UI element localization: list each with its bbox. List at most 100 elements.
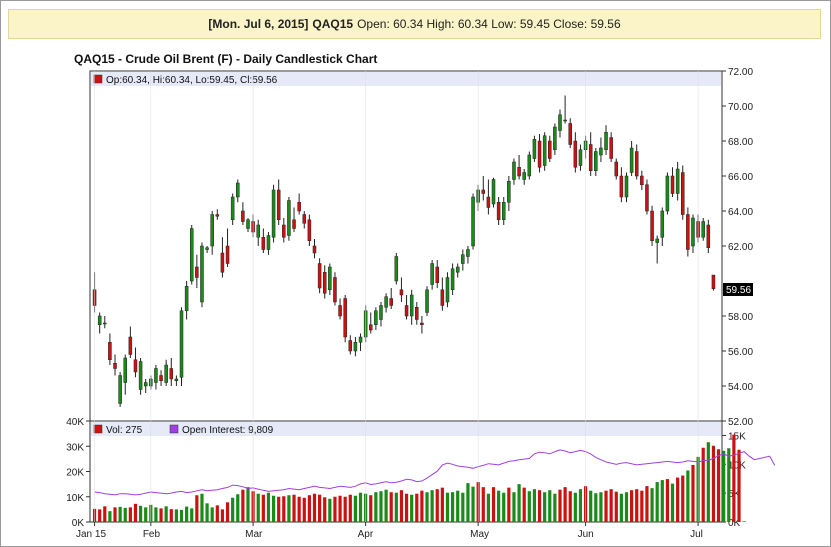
volume-tick-label: 30K [66,442,84,453]
candle-body [246,219,250,229]
candle-body [138,361,143,390]
volume-bar [256,493,260,522]
volume-bar [415,493,419,522]
volume-bar [445,492,450,522]
candle-body [379,305,383,320]
volume-bar [624,492,629,522]
candle-body [220,252,225,273]
open-interest-line [94,449,776,496]
volume-bar [128,507,132,522]
candle-body [409,294,414,317]
candle-body [348,340,353,352]
x-axis: Jan 15 Feb Mar Apr May Jun Jul [76,71,703,540]
volume-bar [425,492,429,522]
volume-bar [312,493,317,522]
volume-tick-label: 10K [66,493,84,504]
volume-bar [706,442,710,522]
candle-body [537,140,542,168]
price-tick-label: 62.00 [728,242,753,253]
volume-bar [614,491,618,522]
volume-bar [742,521,746,522]
volume-bar [701,447,705,522]
volume-bar [133,503,138,522]
candle-body [133,359,138,373]
volume-bar [200,493,204,522]
candle-body [236,182,240,198]
volume-bar [517,484,521,522]
volume-bar [635,489,639,522]
candle-body [312,245,317,254]
volume-bar [640,490,644,522]
volume-bar [138,505,143,522]
volume-bar [379,491,383,522]
volume-bar [220,509,225,522]
volume-bar [374,492,378,522]
volume-bar [532,489,537,522]
oi-legend-swatch [169,424,179,434]
volume-bar [282,496,286,522]
volume-bar [507,487,511,522]
candle-body [563,119,567,122]
candle-body [578,149,583,166]
candle-body [384,296,388,308]
candle-body [686,214,690,250]
volume-bar [573,492,577,522]
volume-bar [343,496,347,522]
volume-bar [113,507,117,522]
price-axis: 72.00 70.00 68.00 66.00 64.00 62.00 58.00 56.00… [722,67,753,428]
candle-body [159,375,163,381]
x-tick-label: Apr [358,529,374,540]
volume-bar [440,487,444,522]
volume-bar [670,483,675,522]
price-tick-label: 56.00 [728,347,753,358]
vol-legend-swatch [93,424,103,434]
banner-ohlc: Open: 60.34 High: 60.34 Low: 59.45 Close… [357,17,621,31]
candle-body [128,336,133,355]
candle-body [282,224,286,238]
candle-body [394,256,399,282]
candle-body [302,214,307,224]
volume-bar [174,509,178,522]
volume-bar [246,487,250,522]
x-tick-label: Feb [143,529,161,540]
volume-bar [537,490,542,522]
candle-body [450,268,455,290]
x-tick-label: May [470,529,489,540]
candle-body [527,154,532,177]
x-tick-label: Jul [690,529,703,540]
candle-body [542,135,547,166]
candle-body [466,249,470,257]
price-tick-label: 54.00 [728,382,753,393]
volume-bar [231,497,235,522]
ohlc-banner: [Mon. Jul 6, 2015] QAQ15 Open: 60.34 Hig… [8,9,821,39]
volume-bar [727,448,731,522]
volume-bar [650,488,654,522]
volume-bar [456,490,460,522]
volume-bar [450,492,455,522]
candle-body [491,179,496,205]
price-tick-label: 68.00 [728,137,753,148]
candle-body [691,217,695,247]
candle-body [614,161,619,177]
candle-body [154,368,158,383]
candle-body [455,266,460,273]
candle-body [430,263,434,285]
volume-bar [430,490,434,522]
volume-bar [302,497,306,522]
oi-tick-label: 0K [728,518,741,529]
candle-body [358,336,363,343]
last-price-label: 59.56 [726,285,751,296]
volume-bar [215,505,219,522]
oi-tick-label: 15K [728,431,746,442]
candle-body [573,140,578,168]
candle-body [619,175,624,198]
candle-body [123,357,127,383]
volume-bar [645,486,649,522]
candle-body [399,289,404,296]
volume-bar [205,503,209,522]
candle-body [205,247,209,250]
price-panel [89,70,723,422]
candle-body [225,245,230,264]
volume-bar [271,495,276,522]
volume-bar [630,490,634,522]
